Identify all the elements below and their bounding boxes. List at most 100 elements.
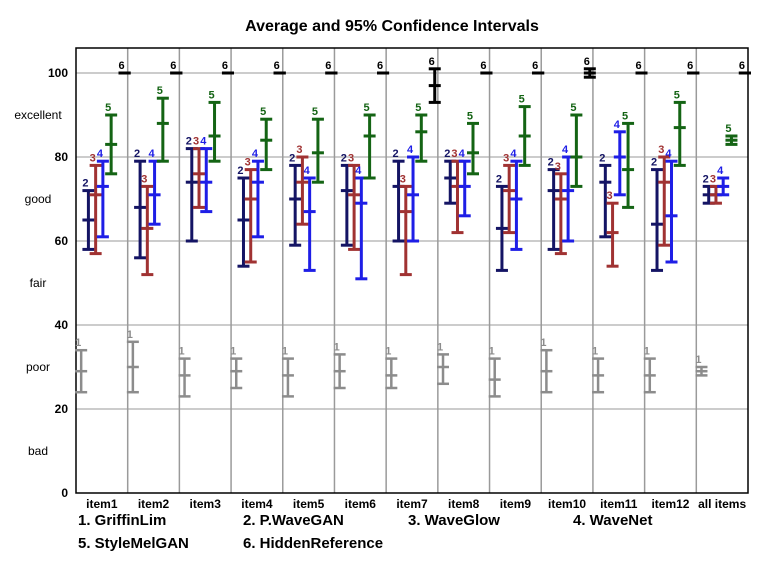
plot-frame bbox=[75, 47, 749, 494]
legend-waveglow: 3. WaveGlow bbox=[408, 512, 500, 529]
series-marker-label: 3 bbox=[348, 152, 354, 164]
series-marker-label: 3 bbox=[400, 173, 406, 185]
series-marker-label: 5 bbox=[208, 89, 214, 101]
series-marker-label: 1 bbox=[540, 337, 546, 349]
series-marker-label: 2 bbox=[341, 152, 347, 164]
series-marker-label: 1 bbox=[75, 337, 81, 349]
series-marker-label: 6 bbox=[119, 60, 125, 72]
y-quality-label: excellent bbox=[14, 108, 62, 122]
series-marker-label: 6 bbox=[222, 60, 228, 72]
series-marker-label: 4 bbox=[407, 144, 414, 156]
chart-title: Average and 95% Confidence Intervals bbox=[245, 18, 539, 35]
series-marker-label: 1 bbox=[644, 346, 650, 358]
y-quality-label: good bbox=[25, 192, 52, 206]
series-marker-label: 4 bbox=[510, 148, 517, 160]
series-marker-label: 6 bbox=[377, 60, 383, 72]
series-marker-label: 4 bbox=[562, 144, 569, 156]
series-marker-label: 1 bbox=[385, 346, 391, 358]
series-marker-label: 6 bbox=[687, 60, 693, 72]
series-marker-label: 3 bbox=[451, 148, 457, 160]
series-marker-label: 4 bbox=[665, 148, 672, 160]
series-marker-label: 3 bbox=[503, 152, 509, 164]
series-marker-label: 6 bbox=[480, 60, 486, 72]
x-category-label: item12 bbox=[651, 497, 689, 511]
series-marker-label: 6 bbox=[274, 60, 280, 72]
series-marker-label: 3 bbox=[296, 144, 302, 156]
series-marker-label: 5 bbox=[364, 102, 370, 114]
y-tick-label: 80 bbox=[55, 150, 69, 164]
series-marker-label: 4 bbox=[614, 119, 621, 131]
series-marker-label: 5 bbox=[570, 102, 576, 114]
series-marker-label: 6 bbox=[429, 56, 435, 68]
legend-pwavegan: 2. P.WaveGAN bbox=[243, 512, 344, 529]
legend-stylemelgan: 5. StyleMelGAN bbox=[78, 535, 189, 552]
series-marker-label: 2 bbox=[548, 157, 554, 169]
series-marker-label: 2 bbox=[289, 152, 295, 164]
x-category-label: item6 bbox=[345, 497, 377, 511]
series-marker-label: 1 bbox=[437, 341, 443, 353]
legend-griffinlim: 1. GriffinLim bbox=[78, 512, 167, 529]
y-tick-label: 60 bbox=[55, 234, 69, 248]
legend-wavenet: 4. WaveNet bbox=[573, 512, 653, 529]
series-marker-label: 5 bbox=[157, 85, 163, 97]
series-marker-label: 3 bbox=[90, 152, 96, 164]
x-category-label: item5 bbox=[293, 497, 325, 511]
series-marker-label: 4 bbox=[149, 148, 156, 160]
series-marker-label: 4 bbox=[97, 148, 104, 160]
x-category-label: item1 bbox=[86, 497, 118, 511]
series-marker-label: 5 bbox=[674, 89, 680, 101]
series-marker-label: 4 bbox=[355, 165, 362, 177]
series-marker-label: 3 bbox=[555, 161, 561, 173]
y-tick-label: 0 bbox=[61, 486, 68, 500]
series-marker-label: 1 bbox=[282, 346, 288, 358]
series-marker-label: 6 bbox=[635, 60, 641, 72]
y-quality-label: poor bbox=[26, 360, 50, 374]
y-quality-label: fair bbox=[30, 276, 47, 290]
x-category-label: item10 bbox=[548, 497, 586, 511]
series-marker-label: 5 bbox=[622, 110, 628, 122]
y-tick-label: 20 bbox=[55, 402, 69, 416]
series-marker-label: 6 bbox=[739, 60, 745, 72]
series-marker-label: 1 bbox=[230, 346, 236, 358]
series-marker-label: 6 bbox=[325, 60, 331, 72]
series-marker-label: 6 bbox=[532, 60, 538, 72]
series-marker-label: 1 bbox=[695, 354, 701, 366]
x-category-label: item9 bbox=[500, 497, 532, 511]
series-marker-label: 4 bbox=[304, 165, 311, 177]
series-marker-label: 2 bbox=[444, 148, 450, 160]
series-marker-label: 2 bbox=[599, 152, 605, 164]
x-category-label: all items bbox=[698, 497, 746, 511]
series-marker-label: 3 bbox=[607, 190, 613, 202]
series-marker-label: 2 bbox=[392, 148, 398, 160]
series-marker-label: 3 bbox=[658, 144, 664, 156]
series-marker-label: 4 bbox=[717, 165, 724, 177]
series-marker-label: 4 bbox=[252, 148, 259, 160]
x-category-label: item8 bbox=[448, 497, 480, 511]
series-marker-label: 2 bbox=[237, 165, 243, 177]
series-marker-label: 1 bbox=[127, 329, 133, 341]
legend-hiddenreference: 6. HiddenReference bbox=[243, 535, 384, 552]
series-marker-label: 1 bbox=[334, 341, 340, 353]
x-category-label: item3 bbox=[190, 497, 222, 511]
y-tick-label: 40 bbox=[55, 318, 69, 332]
series-marker-label: 1 bbox=[592, 346, 598, 358]
series-marker-label: 5 bbox=[105, 102, 111, 114]
y-quality-label: bad bbox=[28, 444, 48, 458]
series-marker-label: 5 bbox=[415, 102, 421, 114]
x-category-label: item4 bbox=[241, 497, 273, 511]
series-marker-label: 2 bbox=[496, 173, 502, 185]
series-marker-label: 2 bbox=[703, 173, 709, 185]
series-marker-label: 3 bbox=[710, 173, 716, 185]
series-marker-label: 2 bbox=[134, 148, 140, 160]
series-marker-label: 5 bbox=[312, 106, 318, 118]
series-marker-label: 5 bbox=[519, 94, 525, 106]
series-marker-label: 3 bbox=[245, 157, 251, 169]
x-category-label: item7 bbox=[396, 497, 428, 511]
series-marker-label: 3 bbox=[141, 173, 147, 185]
series-marker-label: 1 bbox=[489, 346, 495, 358]
series-marker-label: 6 bbox=[584, 56, 590, 68]
y-tick-label: 100 bbox=[48, 66, 68, 80]
series-marker-label: 4 bbox=[459, 148, 466, 160]
series-marker-label: 3 bbox=[193, 136, 199, 148]
